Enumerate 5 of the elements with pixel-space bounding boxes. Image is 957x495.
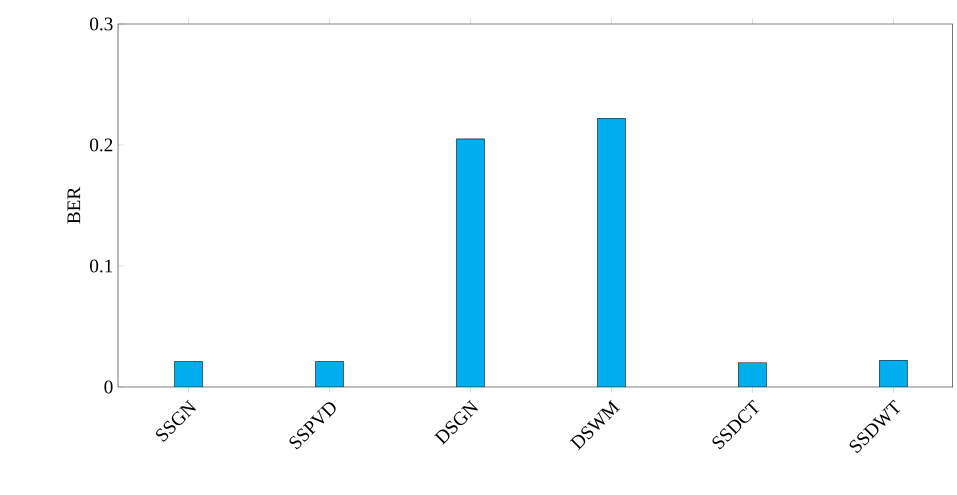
y-tick-label: 0.3: [90, 17, 113, 31]
y-tick-label: 0.2: [90, 138, 112, 152]
y-axis-title: BER: [68, 186, 80, 224]
y-tick-label: 0.1: [90, 259, 112, 273]
y-tick-label: 0: [104, 380, 113, 394]
